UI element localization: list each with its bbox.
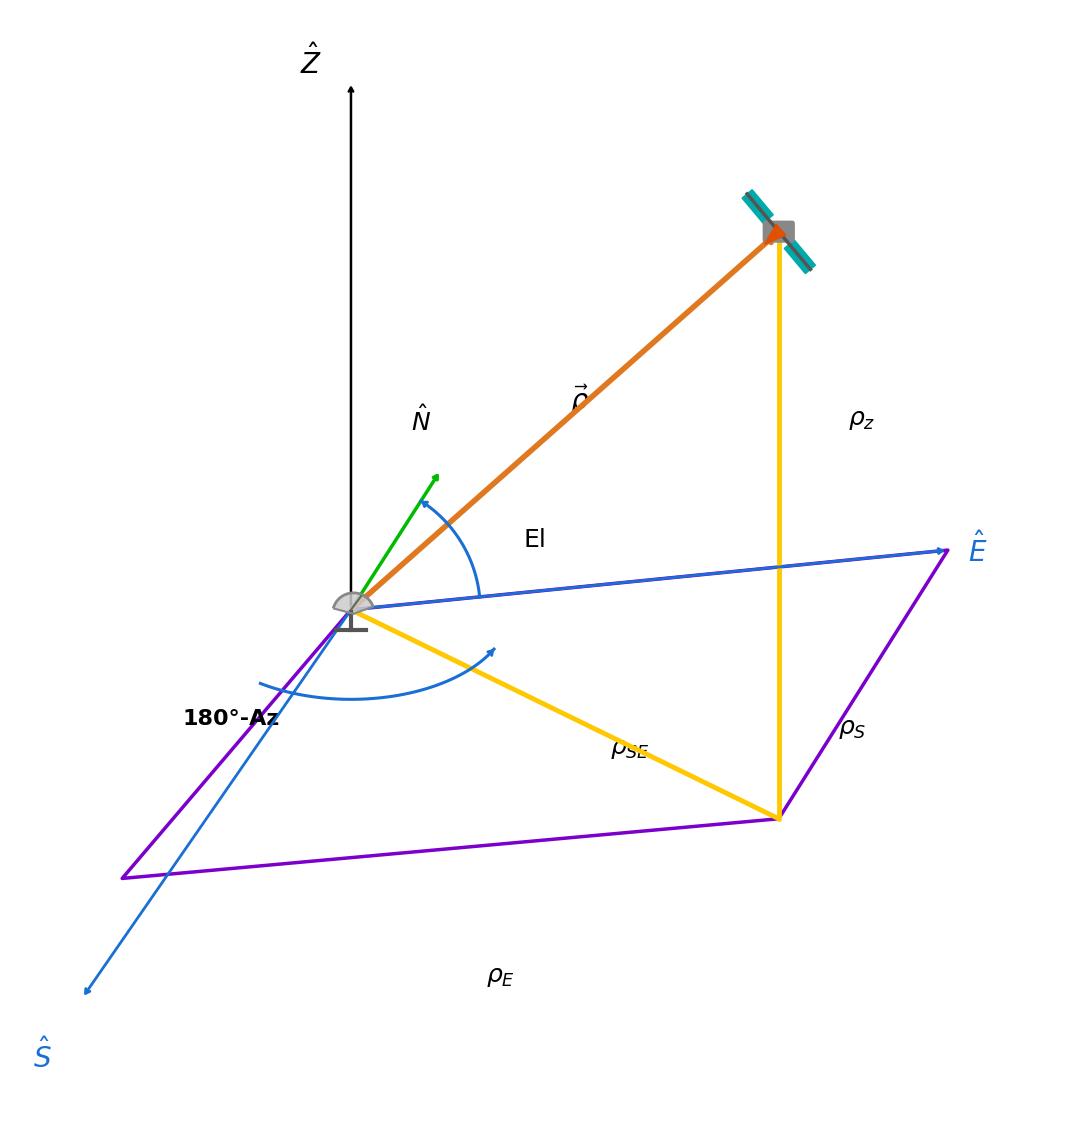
Text: $\hat{S}$: $\hat{S}$ [33, 1037, 52, 1074]
Text: $\hat{Z}$: $\hat{Z}$ [300, 44, 322, 80]
FancyBboxPatch shape [784, 240, 815, 273]
Text: $\rho_S$: $\rho_S$ [839, 718, 867, 740]
Text: $\hat{E}$: $\hat{E}$ [968, 532, 988, 568]
Text: $\rho_E$: $\rho_E$ [486, 966, 515, 990]
Wedge shape [333, 593, 373, 614]
FancyBboxPatch shape [764, 221, 794, 242]
Text: $\hat{N}$: $\hat{N}$ [410, 405, 431, 436]
Polygon shape [765, 224, 786, 244]
Text: 180°-Az: 180°-Az [183, 710, 280, 729]
Text: $\rho_{SE}$: $\rho_{SE}$ [610, 738, 649, 760]
Text: $\rho_z$: $\rho_z$ [849, 409, 876, 432]
Text: El: El [523, 528, 546, 553]
FancyBboxPatch shape [742, 190, 773, 224]
Text: $\vec{\rho}$: $\vec{\rho}$ [570, 383, 589, 418]
